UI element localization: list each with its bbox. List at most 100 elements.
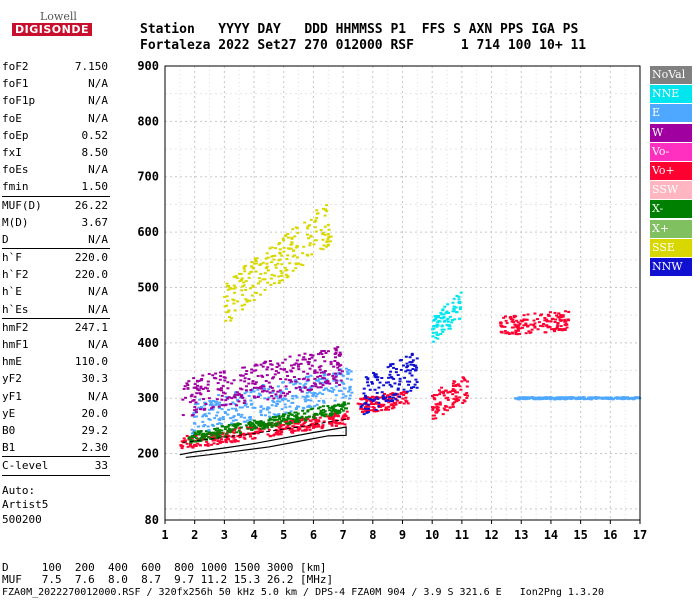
- echo-point: [343, 413, 347, 416]
- echo-point: [409, 363, 413, 366]
- echo-point: [220, 394, 224, 397]
- echo-point: [193, 444, 197, 447]
- echo-point: [268, 435, 272, 438]
- echo-point: [453, 318, 457, 321]
- echo-point: [298, 388, 302, 391]
- echo-point: [191, 445, 195, 448]
- echo-point: [311, 354, 315, 357]
- param-row: fmin 1.50: [0, 178, 112, 195]
- echo-point: [302, 384, 306, 387]
- echo-point: [323, 415, 327, 418]
- echo-point: [307, 390, 311, 393]
- echo-point: [227, 309, 231, 312]
- echo-point: [431, 414, 435, 417]
- echo-point: [237, 429, 241, 432]
- echo-point: [206, 432, 210, 435]
- echo-point: [410, 387, 414, 390]
- echo-point: [263, 425, 267, 428]
- echo-point: [216, 427, 220, 430]
- echo-point: [550, 397, 554, 400]
- param-name: h`F2: [2, 268, 29, 282]
- echo-point: [326, 405, 330, 408]
- echo-point: [290, 420, 294, 423]
- echo-point: [321, 393, 325, 396]
- echo-point: [447, 324, 451, 327]
- echo-point: [339, 364, 343, 367]
- echo-point: [332, 377, 336, 380]
- echo-point: [239, 431, 243, 434]
- echo-point: [511, 326, 515, 329]
- echo-point: [280, 263, 284, 266]
- y-tick-label: 200: [137, 447, 159, 461]
- param-value: N/A: [88, 77, 108, 91]
- echo-point: [327, 228, 331, 231]
- param-name: D: [2, 232, 9, 246]
- echo-point: [321, 424, 325, 427]
- echo-point: [275, 402, 279, 405]
- echo-point: [316, 393, 320, 396]
- echo-point: [313, 377, 317, 380]
- echo-point: [206, 380, 210, 383]
- echo-point: [327, 373, 331, 376]
- param-row: hmF2 247.1: [0, 319, 112, 336]
- param-value: 30.3: [81, 372, 109, 386]
- echo-point: [247, 378, 251, 381]
- echo-point: [440, 313, 444, 316]
- param-value: N/A: [88, 232, 108, 246]
- echo-point: [239, 395, 243, 398]
- echo-point: [236, 435, 240, 438]
- echo-point: [326, 237, 330, 240]
- echo-point: [328, 416, 332, 419]
- echo-point: [558, 327, 562, 330]
- echo-point: [330, 423, 334, 426]
- param-value: 220.0: [74, 251, 108, 265]
- echo-point: [270, 246, 274, 249]
- x-tick-label: 9: [399, 528, 406, 542]
- echo-point: [215, 402, 219, 405]
- echo-point: [219, 432, 223, 435]
- echo-point: [328, 240, 332, 243]
- echo-point: [530, 328, 534, 331]
- echo-point: [451, 388, 455, 391]
- echo-point: [463, 393, 467, 396]
- x-tick-label: 8: [369, 528, 376, 542]
- x-tick-label: 4: [250, 528, 257, 542]
- echo-point: [201, 425, 205, 428]
- echo-point: [306, 227, 310, 230]
- param-row: D N/A: [0, 231, 112, 248]
- echo-point: [213, 427, 217, 430]
- echo-point: [358, 403, 362, 406]
- param-value: 1.50: [81, 180, 109, 194]
- legend-item: SSW: [650, 181, 692, 200]
- echo-point: [560, 396, 564, 399]
- echo-point: [594, 397, 598, 400]
- echo-point: [263, 278, 267, 281]
- echo-point: [514, 397, 518, 400]
- echo-point: [395, 399, 399, 402]
- echo-point: [233, 393, 237, 396]
- echo-point: [451, 393, 455, 396]
- param-name: fxI: [2, 145, 22, 159]
- echo-point: [290, 430, 294, 433]
- echo-point: [305, 375, 309, 378]
- echo-point: [231, 416, 235, 419]
- echo-point: [309, 353, 313, 356]
- echo-point: [384, 406, 388, 409]
- echo-point: [341, 396, 345, 399]
- echo-point: [249, 426, 253, 429]
- legend-item: X+: [650, 219, 692, 238]
- echo-point: [548, 325, 552, 328]
- echo-point: [259, 405, 263, 408]
- echo-point: [318, 391, 322, 394]
- echo-point: [276, 433, 280, 436]
- echo-point: [321, 405, 325, 408]
- echo-point: [268, 423, 272, 426]
- echo-point: [251, 406, 255, 409]
- echo-point: [190, 436, 194, 439]
- echo-point: [254, 363, 258, 366]
- echo-point: [347, 390, 351, 393]
- echo-point: [233, 429, 237, 432]
- echo-point: [362, 387, 366, 390]
- echo-point: [369, 409, 373, 412]
- echo-point: [235, 398, 239, 401]
